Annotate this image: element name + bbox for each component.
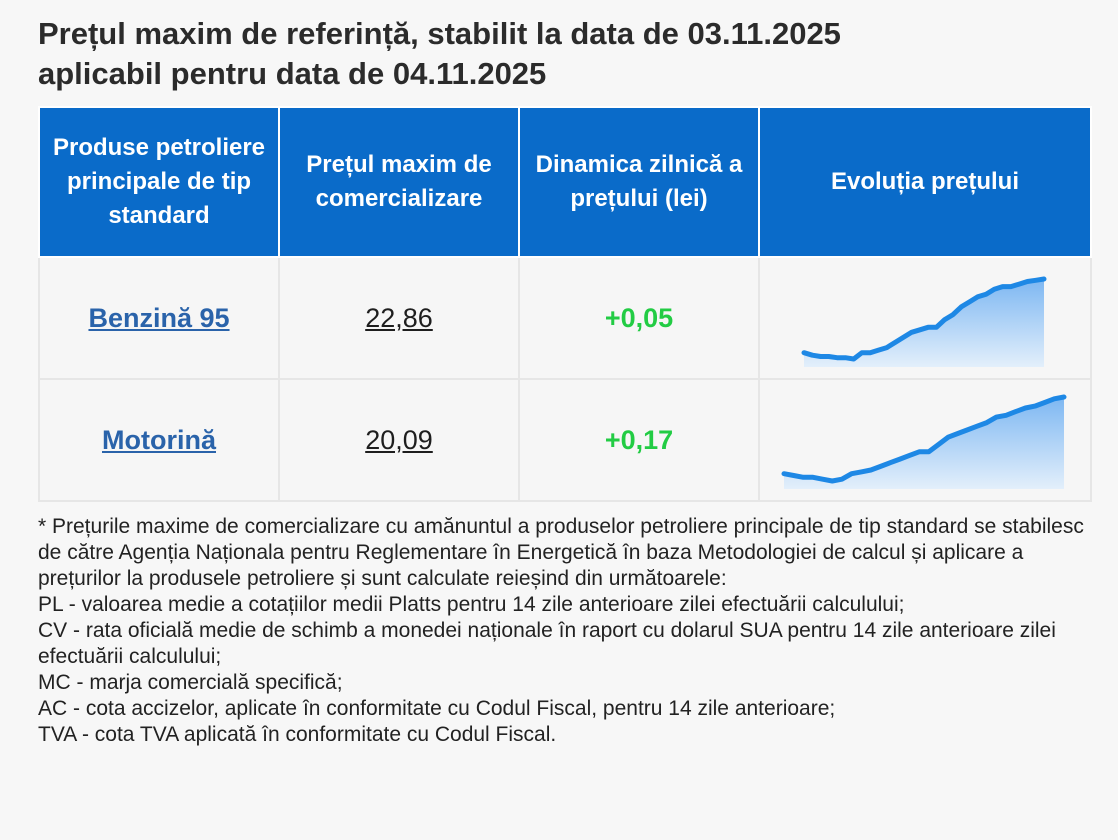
sparkline-line (781, 394, 1067, 484)
title-line-2: aplicabil pentru data de 04.11.2025 (38, 56, 547, 91)
price-cell: 22,86 (278, 256, 520, 380)
product-link-benzina-95[interactable]: Benzină 95 (88, 302, 230, 333)
header-daily-change: Dinamica zilnică a prețului (lei) (518, 106, 760, 258)
table-row: Benzină 95 22,86 +0,05 (38, 256, 1092, 380)
product-cell: Benzină 95 (38, 256, 280, 380)
page-title: Prețul maxim de referință, stabilit la d… (38, 14, 1090, 94)
sparkline-line (801, 276, 1047, 362)
price-link-motorina[interactable]: 20,09 (365, 424, 433, 455)
header-max-price: Prețul maxim de comercializare (278, 106, 520, 258)
price-cell: 20,09 (278, 378, 520, 502)
page-container: Prețul maxim de referință, stabilit la d… (38, 14, 1092, 748)
title-line-1: Prețul maxim de referință, stabilit la d… (38, 16, 841, 51)
table-row: Motorină 20,09 +0,17 (38, 378, 1092, 502)
header-price-evolution: Evoluția prețului (758, 106, 1092, 258)
header-products: Produse petroliere principale de tip sta… (38, 106, 280, 258)
footnote-ac: AC - cota accizelor, aplicate în conform… (38, 697, 836, 720)
footnote-mc: MC - marja comercială specifică; (38, 671, 343, 694)
footnote-tva: TVA - cota TVA aplicată în conformitate … (38, 723, 557, 746)
footnote: * Prețurile maxime de comercializare cu … (38, 514, 1090, 748)
sparkline-motorina (781, 394, 1067, 489)
change-cell: +0,05 (518, 256, 760, 380)
product-link-motorina[interactable]: Motorină (102, 424, 216, 455)
sparkline-area (804, 279, 1044, 367)
daily-change-benzina-95: +0,05 (604, 302, 674, 333)
sparkline-benzina-95 (801, 276, 1047, 367)
product-cell: Motorină (38, 378, 280, 502)
footnote-cv: CV - rata oficială medie de schimb a mon… (38, 619, 1056, 668)
price-table: Produse petroliere principale de tip sta… (38, 106, 1092, 502)
table-header-row: Produse petroliere principale de tip sta… (38, 106, 1092, 258)
price-link-benzina-95[interactable]: 22,86 (365, 302, 433, 333)
sparkline-cell (758, 256, 1092, 380)
daily-change-motorina: +0,17 (604, 424, 674, 455)
footnote-intro: * Prețurile maxime de comercializare cu … (38, 515, 1084, 590)
sparkline-cell (758, 378, 1092, 502)
footnote-pl: PL - valoarea medie a cotațiilor medii P… (38, 593, 905, 616)
change-cell: +0,17 (518, 378, 760, 502)
